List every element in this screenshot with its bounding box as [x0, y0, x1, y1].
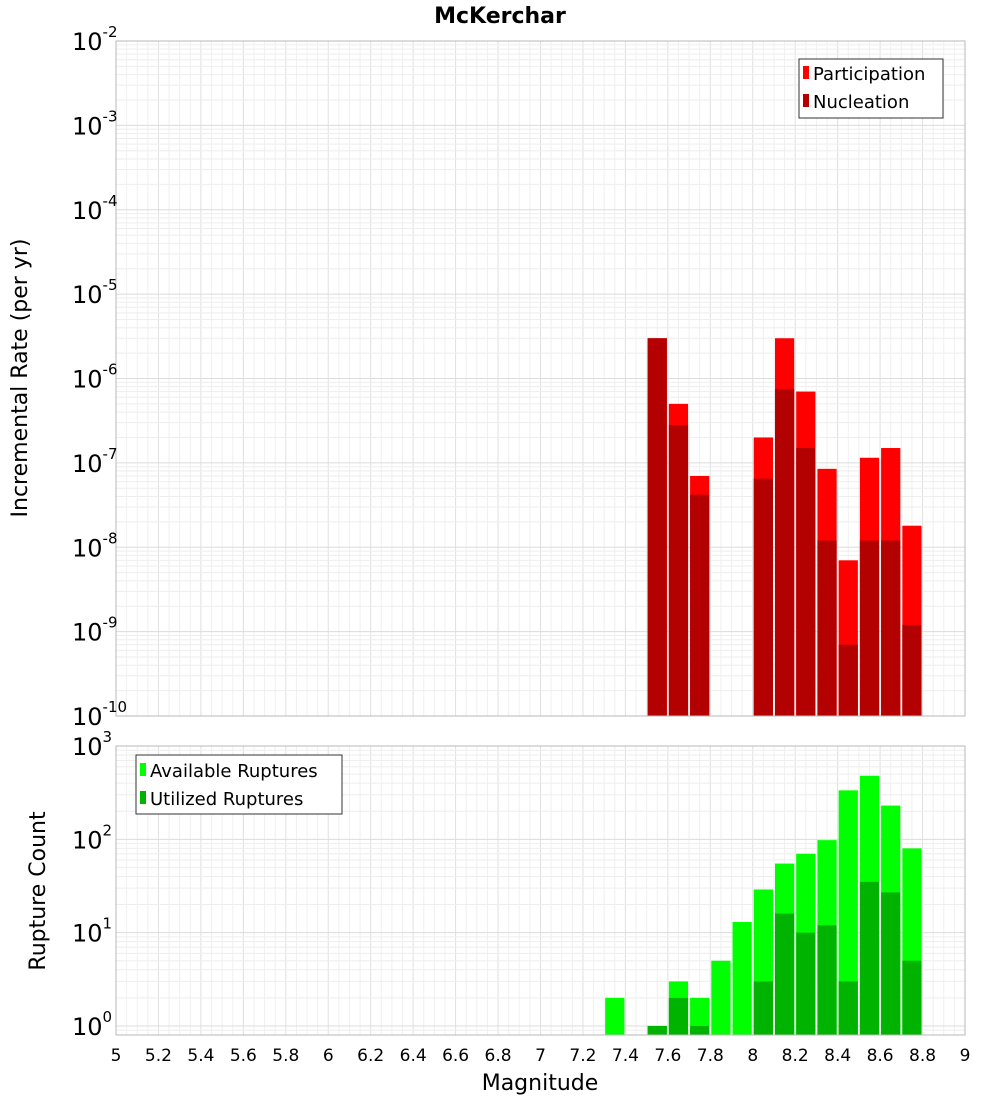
- legend-swatch-utilized-ruptures: [140, 791, 146, 804]
- bottom-y-tick-label: 100: [72, 1008, 112, 1041]
- bottom-bar-utilized-ruptures: [774, 913, 795, 1035]
- chart-title: McKerchar: [434, 4, 566, 29]
- legend-label-nucleation: Nucleation: [813, 92, 909, 113]
- bottom-bar-utilized-ruptures: [902, 960, 922, 1035]
- x-tick-label: 7.8: [697, 1046, 724, 1066]
- bottom-y-axis-label: Rupture Count: [26, 811, 51, 971]
- top-y-tick-label: 10-2: [72, 23, 118, 56]
- bottom-y-tick-label: 101: [72, 915, 112, 948]
- top-bar-nucleation: [668, 425, 689, 716]
- top-y-tick-label: 10-10: [72, 698, 127, 731]
- x-axis-label: Magnitude: [482, 1071, 599, 1096]
- top-y-tick-label: 10-9: [72, 614, 118, 647]
- top-legend: Participation Nucleation: [798, 58, 944, 119]
- x-tick-label: 7.6: [654, 1046, 681, 1066]
- legend-swatch-available-ruptures: [140, 763, 146, 776]
- top-y-tick-label: 10-7: [72, 445, 118, 478]
- bottom-plot-panel: 100 101 102 103 5 5.2 5.4 5.6 5.8 6 6.2 6.4 6.6 6.8 7…: [26, 728, 970, 1096]
- top-bars: [647, 338, 922, 716]
- bottom-bar-available-ruptures: [605, 997, 625, 1035]
- x-tick-label: 8: [747, 1046, 758, 1066]
- x-tick-labels: 5 5.2 5.4 5.6 5.8 6 6.2 6.4 6.6 6.8 7 7.2 7.4 7.6 7.8 8…: [111, 1046, 971, 1066]
- x-tick-label: 7: [535, 1046, 546, 1066]
- x-tick-label: 6.4: [400, 1046, 427, 1066]
- top-bar-nucleation: [902, 624, 922, 716]
- bottom-bar-available-ruptures: [711, 960, 731, 1035]
- x-tick-label: 5.8: [272, 1046, 299, 1066]
- legend-label-utilized-ruptures: Utilized Ruptures: [150, 789, 303, 810]
- x-tick-label: 8.2: [782, 1046, 809, 1066]
- bottom-bar-utilized-ruptures: [817, 925, 837, 1035]
- bottom-bar-utilized-ruptures: [881, 892, 901, 1035]
- top-bar-nucleation: [753, 478, 773, 716]
- x-tick-label: 8.8: [909, 1046, 936, 1066]
- top-y-tick-label: 10-3: [72, 107, 118, 140]
- top-bar-nucleation: [859, 540, 880, 716]
- bottom-bar-utilized-ruptures: [859, 881, 880, 1035]
- x-tick-label: 5.4: [187, 1046, 214, 1066]
- x-tick-label: 8.6: [867, 1046, 894, 1066]
- top-legend-box: [798, 58, 944, 119]
- bottom-bar-utilized-ruptures: [668, 997, 689, 1035]
- legend-swatch-participation: [803, 66, 809, 79]
- top-y-tick-label: 10-8: [72, 529, 118, 562]
- bottom-legend-box: [135, 754, 343, 815]
- legend-swatch-nucleation: [803, 94, 809, 107]
- top-bar-nucleation: [774, 389, 795, 716]
- x-tick-label: 7.4: [612, 1046, 639, 1066]
- top-plot-panel: McKerchar 10-1010-910-810-710-610-510-41…: [8, 4, 966, 731]
- top-y-tick-label: 10-5: [72, 276, 118, 309]
- bottom-bar-utilized-ruptures: [838, 981, 858, 1035]
- bottom-bar-utilized-ruptures: [796, 932, 816, 1035]
- legend-label-available-ruptures: Available Ruptures: [150, 761, 318, 782]
- bottom-y-tick-label: 102: [72, 821, 112, 854]
- bottom-bar-utilized-ruptures: [647, 1025, 667, 1035]
- top-plot-border: [115, 40, 966, 717]
- top-bar-nucleation: [647, 338, 667, 716]
- bottom-y-tick-label: 103: [72, 728, 112, 761]
- top-bar-nucleation: [690, 494, 710, 716]
- top-bar-nucleation: [838, 644, 858, 716]
- bottom-bar-utilized-ruptures: [690, 1025, 710, 1035]
- bottom-plot-border: [115, 745, 966, 1036]
- top-bar-nucleation: [817, 540, 837, 716]
- x-tick-label: 5.2: [145, 1046, 172, 1066]
- top-gridlines: [115, 40, 966, 717]
- bottom-bar-utilized-ruptures: [753, 981, 773, 1035]
- top-y-tick-label: 10-4: [72, 192, 118, 225]
- x-tick-label: 6: [323, 1046, 334, 1066]
- x-tick-label: 8.4: [824, 1046, 851, 1066]
- x-tick-label: 5: [111, 1046, 122, 1066]
- x-tick-label: 6.2: [357, 1046, 384, 1066]
- x-tick-label: 9: [960, 1046, 971, 1066]
- top-y-tick-label: 10-6: [72, 361, 118, 394]
- x-tick-label: 7.2: [569, 1046, 596, 1066]
- top-y-axis-label: Incremental Rate (per yr): [8, 239, 33, 518]
- top-bar-nucleation: [881, 540, 901, 716]
- x-tick-label: 6.6: [442, 1046, 469, 1066]
- bottom-y-tick-labels: 100 101 102 103: [72, 728, 112, 1041]
- legend-label-participation: Participation: [813, 64, 925, 85]
- top-bar-nucleation: [796, 448, 816, 716]
- bottom-bar-available-ruptures: [732, 922, 752, 1035]
- top-y-tick-labels: 10-10 10-9 10-8 10-7 10-6 10-5 10-4 10-3 10-2: [72, 23, 127, 731]
- x-tick-label: 5.6: [230, 1046, 257, 1066]
- bottom-legend: Available Ruptures Utilized Ruptures: [135, 754, 343, 815]
- x-tick-label: 6.8: [485, 1046, 512, 1066]
- bottom-bar-available-ruptures: [838, 790, 858, 1035]
- bottom-bars: [605, 775, 922, 1035]
- bottom-bar-available-ruptures: [690, 997, 710, 1035]
